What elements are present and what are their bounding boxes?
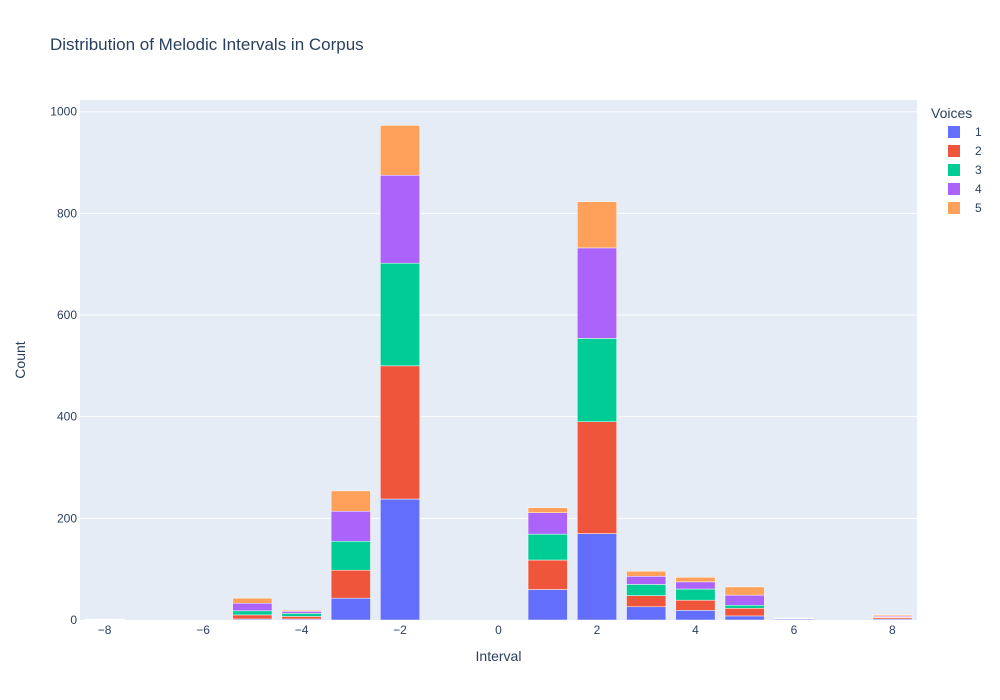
bar-segment-voice-1[interactable] — [724, 615, 765, 621]
bar-segment-voice-2[interactable] — [281, 616, 322, 620]
y-axis-title: Count — [12, 341, 28, 378]
bar-segment-voice-5[interactable] — [577, 201, 617, 249]
x-tick-label: 6 — [791, 623, 798, 637]
x-tick-label: −8 — [98, 623, 112, 637]
bar-segment-voice-5[interactable] — [527, 507, 568, 513]
y-tick-label: 400 — [57, 410, 77, 424]
y-tick-label: 800 — [57, 206, 77, 220]
bar-segment-voice-5[interactable] — [232, 597, 273, 604]
bar-segment-voice-2[interactable] — [84, 618, 125, 620]
y-tick-label: 200 — [57, 511, 77, 525]
bar-segment-voice-5[interactable] — [872, 614, 913, 617]
bar-segment-voice-3[interactable] — [380, 262, 420, 367]
bar-segment-voice-5[interactable] — [675, 577, 716, 583]
legend-label-voice-1[interactable]: 1 — [975, 125, 982, 139]
bar-segment-voice-4[interactable] — [577, 247, 617, 339]
bar-segment-voice-3[interactable] — [577, 338, 617, 423]
bar-segment-voice-4[interactable] — [232, 602, 273, 612]
y-tick-label: 1000 — [50, 105, 77, 119]
x-tick-label: −6 — [196, 623, 210, 637]
x-tick-label: −2 — [393, 623, 407, 637]
bar-segment-voice-3[interactable] — [675, 588, 716, 601]
bars — [84, 125, 913, 621]
legend-label-voice-3[interactable]: 3 — [975, 163, 982, 177]
bar-segment-voice-4[interactable] — [281, 611, 322, 614]
bar-segment-voice-5[interactable] — [724, 586, 765, 596]
x-tick-label: 8 — [889, 623, 896, 637]
x-axis-title: Interval — [476, 648, 522, 664]
legend-label-voice-2[interactable]: 2 — [975, 144, 982, 158]
x-axis-ticks: −8 −6 −4 −2 0 2 4 6 8 — [98, 623, 896, 637]
bar-segment-voice-1[interactable] — [626, 606, 667, 621]
legend-label-voice-4[interactable]: 4 — [975, 182, 982, 196]
bar-segment-voice-2[interactable] — [724, 608, 765, 617]
bar-segment-voice-1[interactable] — [577, 533, 617, 621]
bar-segment-voice-4[interactable] — [626, 576, 667, 585]
x-tick-label: 2 — [594, 623, 601, 637]
bar-segment-voice-4[interactable] — [330, 510, 371, 542]
bar-segment-voice-3[interactable] — [330, 540, 371, 571]
x-tick-label: 4 — [692, 623, 699, 637]
bar-segment-voice-1[interactable] — [330, 597, 371, 621]
bar-segment-voice-1[interactable] — [527, 589, 568, 621]
legend-swatch-voice-4[interactable] — [948, 183, 960, 195]
legend-swatch-voice-5[interactable] — [948, 202, 960, 214]
bar-segment-voice-1[interactable] — [380, 498, 420, 621]
bar-segment-voice-1[interactable] — [675, 610, 716, 621]
grid-lines — [80, 111, 917, 519]
x-tick-label: 0 — [495, 623, 502, 637]
bar-segment-voice-2[interactable] — [675, 599, 716, 611]
bar-segment-voice-3[interactable] — [724, 605, 765, 609]
bar-segment-voice-2[interactable] — [380, 365, 420, 500]
bar-segment-voice-3[interactable] — [232, 610, 273, 616]
y-tick-label: 600 — [57, 308, 77, 322]
bar-segment-voice-5[interactable] — [330, 490, 371, 512]
legend-title: Voices — [931, 105, 972, 121]
bar-segment-voice-2[interactable] — [577, 421, 617, 534]
bar-segment-voice-4[interactable] — [675, 581, 716, 590]
y-axis-ticks: 0 200 400 600 800 1000 — [50, 105, 77, 627]
bar-segment-voice-3[interactable] — [626, 584, 667, 596]
legend-items: 1 2 3 4 5 — [948, 125, 982, 215]
bar-segment-voice-4[interactable] — [724, 594, 765, 606]
bar-segment-voice-4[interactable] — [380, 174, 420, 264]
bar-segment-voice-5[interactable] — [281, 610, 322, 612]
plot-area — [80, 100, 917, 620]
bar-segment-voice-4[interactable] — [527, 512, 568, 535]
y-tick-label: 0 — [70, 613, 77, 627]
legend-swatch-voice-1[interactable] — [948, 126, 960, 138]
chart-title: Distribution of Melodic Intervals in Cor… — [50, 35, 364, 54]
bar-segment-voice-4[interactable] — [773, 617, 814, 619]
legend-swatch-voice-2[interactable] — [948, 145, 960, 157]
legend: Voices 1 2 3 4 5 — [931, 105, 982, 215]
bar-segment-voice-3[interactable] — [281, 613, 322, 617]
bar-segment-voice-2[interactable] — [330, 569, 371, 599]
bar-segment-voice-5[interactable] — [626, 570, 667, 577]
legend-label-voice-5[interactable]: 5 — [975, 201, 982, 215]
bar-segment-voice-2[interactable] — [527, 559, 568, 590]
bar-segment-voice-5[interactable] — [380, 125, 420, 176]
legend-swatch-voice-3[interactable] — [948, 164, 960, 176]
bar-segment-voice-2[interactable] — [626, 595, 667, 608]
bar-segment-voice-2[interactable] — [232, 614, 273, 620]
x-tick-label: −4 — [295, 623, 309, 637]
bar-segment-voice-3[interactable] — [527, 533, 568, 561]
